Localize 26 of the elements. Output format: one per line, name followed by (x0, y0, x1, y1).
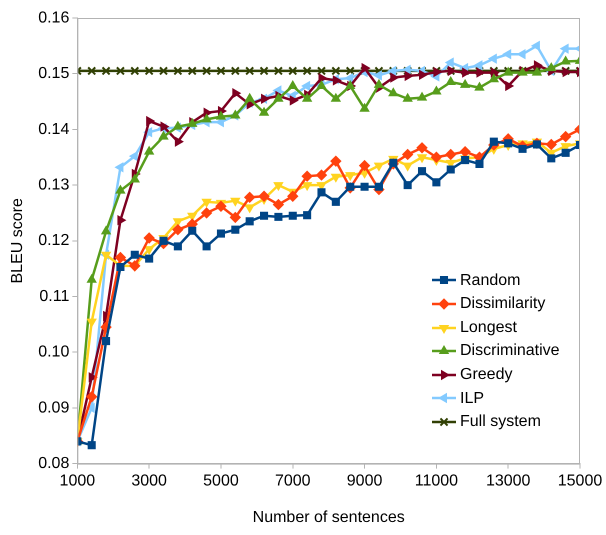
legend-label: Full system (460, 412, 541, 432)
x-tick-label: 15000 (558, 472, 602, 490)
legend-label: Dissimilarity (460, 294, 546, 314)
x-tick-label: 9000 (346, 472, 382, 490)
x-axis-title: Number of sentences (252, 508, 405, 526)
legend-label: Longest (460, 318, 517, 338)
y-tick-label: 0.09 (38, 399, 70, 416)
y-tick-label: 0.15 (38, 65, 70, 82)
y-tick-label: 0.10 (38, 344, 70, 361)
legend-label: Greedy (460, 364, 512, 385)
x-tick-label: 1000 (60, 472, 96, 490)
legend-label: Discriminative (460, 341, 560, 362)
y-tick-label: 0.13 (38, 176, 70, 194)
y-tick-label: 0.11 (39, 288, 70, 305)
x-tick-label: 11000 (414, 472, 458, 490)
x-tick-label: 3000 (131, 472, 168, 490)
y-tick-label: 0.12 (38, 232, 70, 250)
y-tick-label: 0.14 (38, 120, 70, 138)
y-tick-label: 0.16 (38, 9, 70, 26)
legend-label: ILP (460, 388, 484, 409)
y-tick-label: 0.08 (38, 455, 70, 472)
legend-label: Random (460, 270, 520, 291)
x-tick-label: 7000 (274, 472, 311, 490)
x-tick-label: 13000 (486, 472, 531, 490)
x-tick-label: 5000 (203, 472, 239, 490)
y-axis-title: BLEU score (9, 198, 26, 284)
